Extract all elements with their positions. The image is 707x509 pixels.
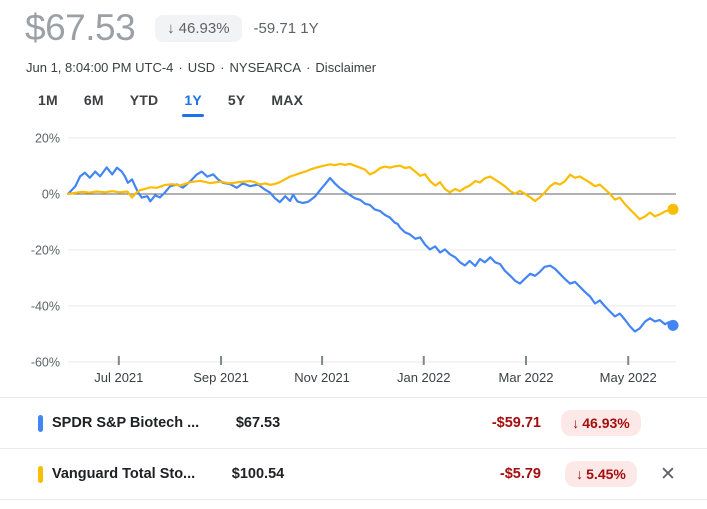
vanguard-price: $100.54 (231, 466, 285, 482)
quote-timestamp: Jun 1, 8:04:00 PM UTC-4 (26, 60, 174, 75)
chart-legend: SPDR S&P Biotech ... $67.53 -$59.71 ↓ 46… (0, 397, 707, 500)
vanguard-percent: 5.45% (586, 466, 626, 482)
tab-5y[interactable]: 5Y (215, 86, 259, 118)
legend-row-spdr[interactable]: SPDR S&P Biotech ... $67.53 -$59.71 ↓ 46… (0, 397, 707, 448)
spdr-change: -$59.71 (491, 415, 541, 431)
x-axis-label: Nov 2021 (294, 370, 350, 385)
tab-ytd[interactable]: YTD (117, 86, 172, 118)
tab-1m[interactable]: 1M (25, 86, 71, 118)
dot-separator: · (178, 60, 183, 75)
down-arrow-icon: ↓ (576, 466, 584, 482)
disclaimer-link[interactable]: Disclaimer (315, 60, 377, 75)
x-axis-label: Sep 2021 (193, 370, 249, 385)
y-axis-label: -20% (31, 244, 60, 258)
spdr-percent: 46.93% (582, 415, 630, 431)
down-arrow-icon: ↓ (167, 19, 175, 37)
tab-1y[interactable]: 1Y (171, 86, 215, 118)
x-axis-label: May 2022 (600, 370, 657, 385)
tab-max[interactable]: MAX (258, 86, 316, 118)
x-axis-label: Mar 2022 (499, 370, 554, 385)
dot-separator: · (220, 60, 225, 75)
dot-separator: · (306, 60, 311, 75)
y-axis-label: -60% (31, 356, 60, 370)
vanguard-series-line (66, 162, 675, 221)
spdr-price: $67.53 (235, 415, 281, 431)
y-axis-label: -40% (31, 300, 60, 314)
x-axis-label: Jul 2021 (94, 370, 143, 385)
spdr-series-marker (38, 414, 43, 432)
vanguard-end-dot (667, 203, 679, 215)
down-arrow-icon: ↓ (572, 415, 580, 431)
y-axis-label: 0% (42, 188, 60, 202)
spdr-series-line (66, 166, 675, 333)
vanguard-change: -$5.79 (499, 466, 541, 482)
legend-row-vanguard[interactable]: Vanguard Total Sto... $100.54 -$5.79 ↓ 5… (0, 448, 707, 499)
spdr-name: SPDR S&P Biotech ... (52, 415, 200, 431)
chart-canvas[interactable]: 20% 0% -20% -40% -60% Jul 2021 Sep 2021 Nov 202… (0, 130, 707, 392)
remove-comparison-close-icon[interactable]: ✕ (660, 463, 676, 485)
vanguard-series-marker (38, 465, 43, 483)
spdr-end-dot (667, 319, 679, 331)
time-range-tabs: 1M 6M YTD 1Y 5Y MAX (25, 86, 316, 118)
percent-change-badge: ↓ 46.93% (155, 14, 242, 42)
vanguard-percent-pill: ↓ 5.45% (565, 461, 637, 487)
quote-meta-line: Jun 1, 8:04:00 PM UTC-4 · USD · NYSEARCA · Dis… (26, 60, 376, 75)
quote-exchange: NYSEARCA (229, 60, 302, 75)
vanguard-name: Vanguard Total Sto... (52, 466, 196, 482)
performance-chart[interactable]: 20% 0% -20% -40% -60% Jul 2021 Sep 2021 Nov 202… (0, 130, 707, 392)
quote-header: $67.53 ↓ 46.93% -59.71 1Y (25, 7, 319, 49)
quote-currency: USD (187, 60, 216, 75)
x-axis-label: Jan 2022 (397, 370, 451, 385)
y-axis-label: 20% (35, 132, 60, 146)
percent-change-value: 46.93% (178, 19, 230, 37)
tab-6m[interactable]: 6M (71, 86, 117, 118)
current-price: $67.53 (25, 7, 136, 48)
spdr-percent-pill: ↓ 46.93% (561, 410, 641, 436)
absolute-change-text: -59.71 1Y (253, 19, 319, 37)
